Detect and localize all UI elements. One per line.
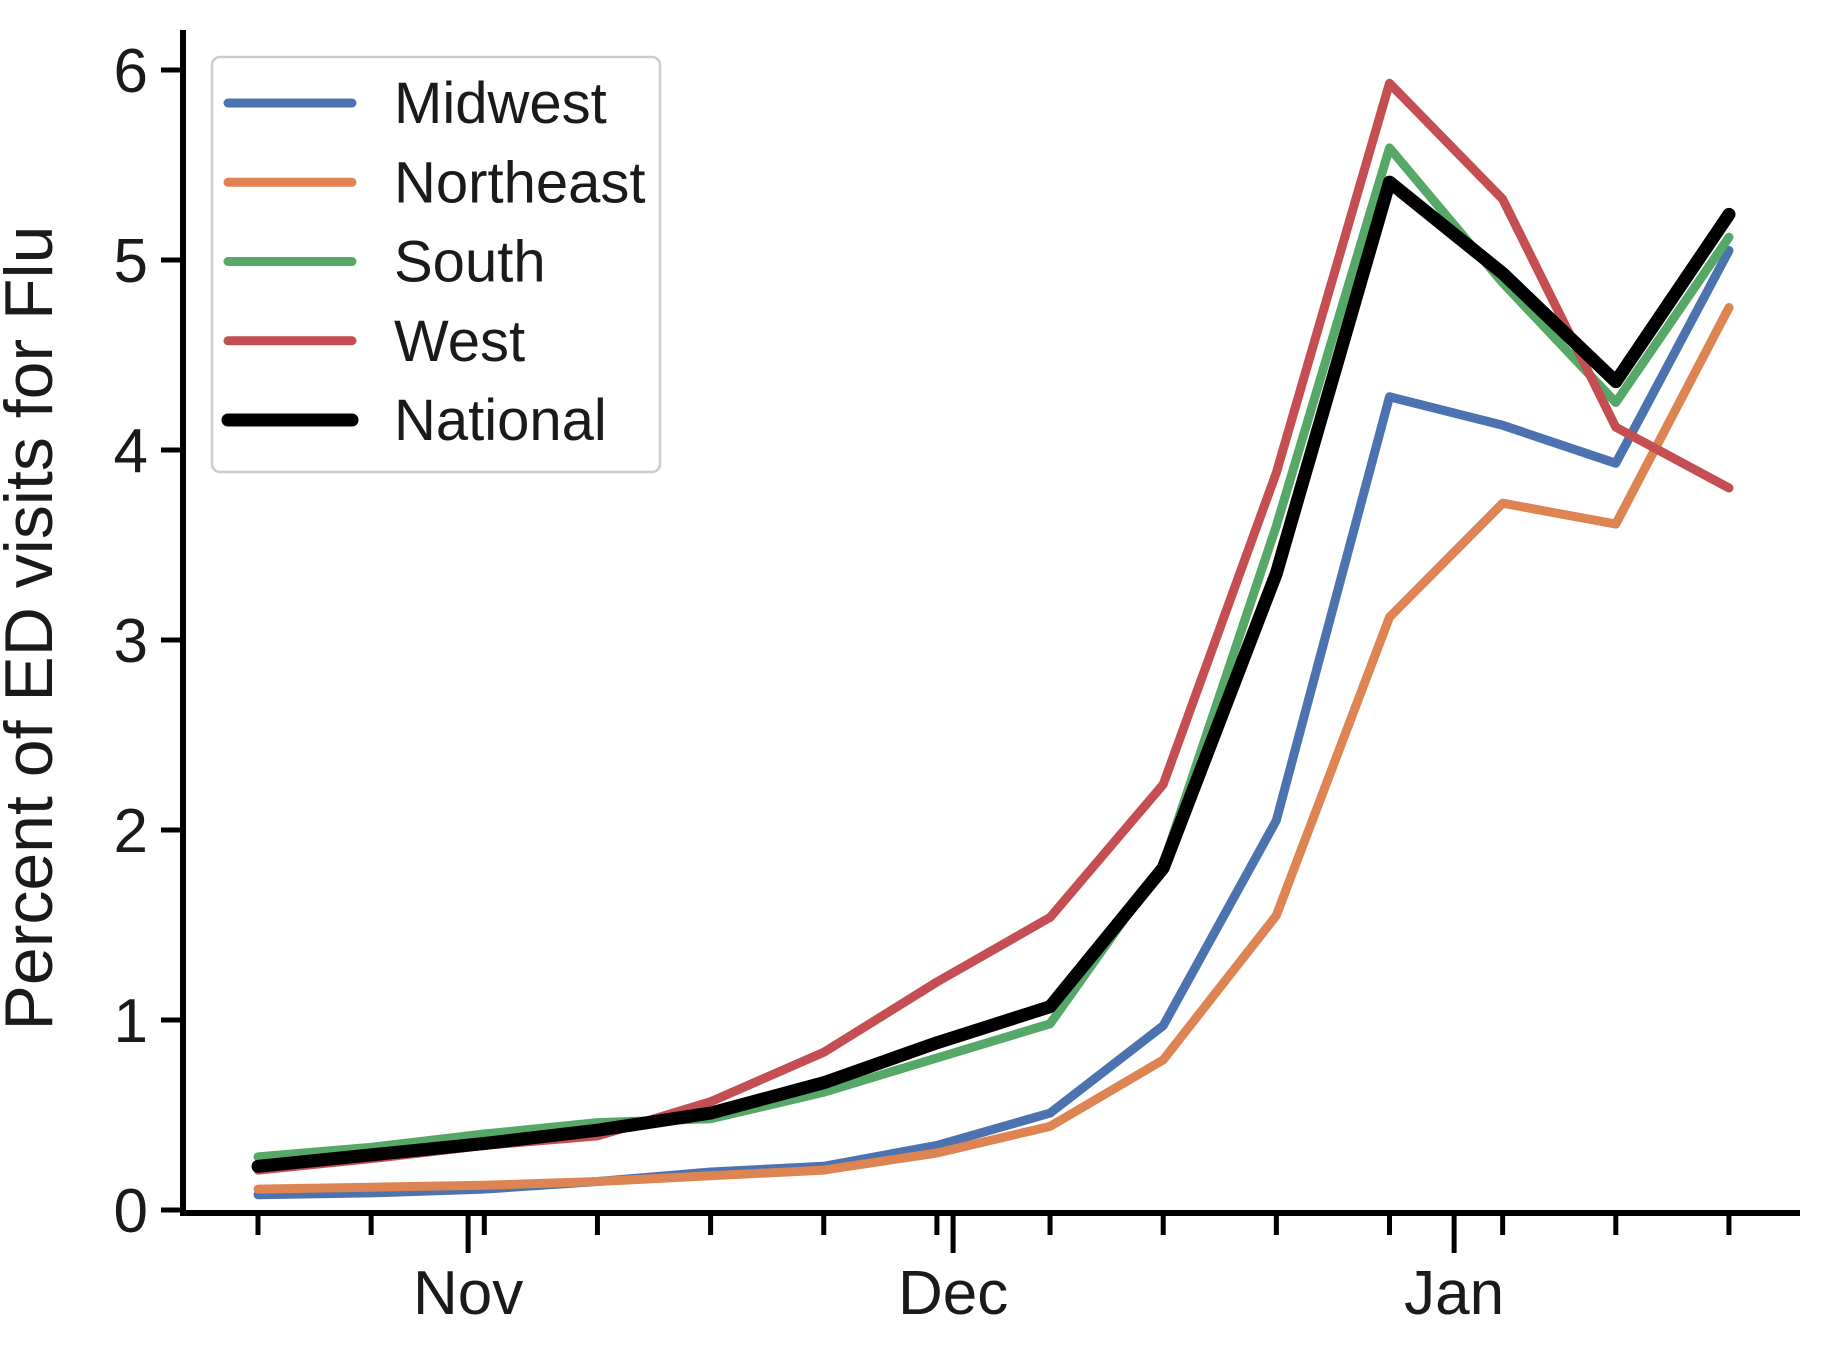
legend-label-west: West [394,309,525,374]
x-month-label-dec: Dec [898,1259,1008,1328]
legend-box [210,55,662,474]
y-axis: 0 1 2 3 4 5 6 [114,37,183,1246]
x-axis: Nov Dec Jan [255,1213,1732,1328]
y-tick-label-3: 3 [114,607,148,676]
y-tick-label-5: 5 [114,227,148,296]
y-tick-label-0: 0 [114,1177,148,1246]
x-month-label-nov: Nov [413,1259,523,1328]
legend: Midwest Northeast South West National [210,55,662,474]
series-line-northeast [253,303,1734,1194]
legend-label-south: South [394,230,546,295]
y-axis-label: Percent of ED visits for Flu [0,226,67,1031]
y-tick-label-4: 4 [114,417,148,486]
legend-label-midwest: Midwest [394,71,607,136]
series-line-national [251,175,1736,1173]
series-lines [251,78,1736,1200]
x-month-label-jan: Jan [1404,1259,1504,1328]
y-tick-label-1: 1 [114,987,148,1056]
y-tick-label-2: 2 [114,797,148,866]
y-tick-label-6: 6 [114,37,148,106]
legend-label-northeast: Northeast [394,150,645,215]
legend-label-national: National [394,388,607,453]
